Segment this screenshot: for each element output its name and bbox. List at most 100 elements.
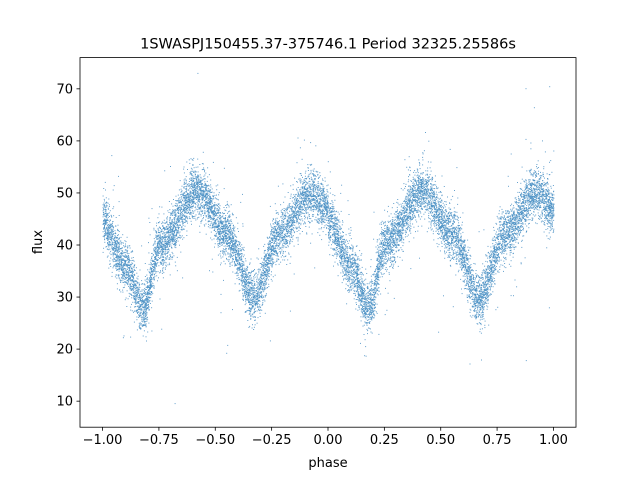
data-point — [155, 231, 157, 233]
data-point — [182, 215, 183, 217]
data-point — [338, 234, 340, 236]
data-point — [238, 243, 240, 245]
data-point — [511, 222, 513, 224]
data-point — [111, 228, 112, 230]
data-point — [161, 250, 163, 252]
data-point — [428, 188, 430, 190]
data-point — [361, 288, 363, 290]
data-point — [301, 202, 302, 204]
data-point — [116, 258, 118, 260]
data-point — [159, 246, 161, 248]
data-point — [102, 251, 104, 253]
data-point — [475, 298, 477, 300]
data-point — [471, 285, 473, 287]
data-point — [279, 251, 281, 253]
data-point — [517, 228, 519, 230]
data-point — [468, 265, 470, 267]
data-point — [133, 266, 135, 268]
data-point — [475, 291, 477, 293]
data-point — [329, 226, 331, 227]
data-point — [177, 200, 179, 202]
data-point — [498, 259, 500, 261]
data-point — [441, 234, 443, 236]
data-point — [365, 309, 367, 311]
data-point — [172, 205, 174, 207]
data-point — [204, 183, 206, 184]
data-point — [397, 240, 399, 242]
data-point — [264, 261, 266, 263]
data-point — [312, 189, 314, 191]
data-point — [193, 216, 195, 218]
data-point — [309, 195, 311, 197]
data-point — [507, 175, 509, 177]
data-point — [266, 273, 268, 275]
data-point — [366, 298, 367, 300]
data-point — [363, 303, 365, 305]
data-point — [359, 282, 361, 284]
data-point — [340, 192, 342, 194]
data-point — [438, 221, 440, 223]
data-point — [535, 186, 537, 188]
data-point — [218, 209, 219, 211]
data-point — [275, 210, 277, 212]
data-point — [469, 273, 471, 275]
data-point — [358, 286, 360, 288]
data-point — [217, 231, 219, 233]
data-point — [194, 171, 196, 173]
data-point — [256, 322, 258, 324]
data-point — [390, 234, 392, 236]
data-point — [144, 289, 146, 291]
data-point — [458, 256, 460, 258]
data-point — [170, 212, 172, 214]
data-point — [509, 222, 511, 224]
data-point — [275, 225, 277, 227]
data-point — [397, 228, 399, 230]
data-point — [169, 235, 171, 237]
data-point — [517, 220, 519, 222]
data-point — [406, 232, 407, 234]
data-point — [134, 273, 136, 275]
data-point — [232, 239, 234, 241]
data-point — [111, 231, 113, 233]
data-point — [409, 207, 411, 209]
data-point — [378, 263, 380, 265]
data-point — [379, 234, 381, 236]
data-point — [520, 231, 522, 233]
data-point — [112, 221, 114, 222]
data-point — [132, 251, 134, 253]
data-point — [444, 250, 445, 252]
data-point — [485, 285, 487, 287]
data-point — [362, 301, 364, 302]
data-point — [373, 284, 375, 286]
data-point — [351, 258, 353, 260]
data-point — [430, 225, 432, 227]
data-point — [355, 299, 357, 300]
data-point — [474, 299, 476, 301]
data-point — [404, 203, 406, 205]
data-point — [433, 202, 435, 203]
data-point — [298, 221, 300, 223]
data-point — [194, 177, 196, 179]
data-point — [132, 283, 133, 285]
data-point — [499, 235, 501, 237]
data-point — [376, 311, 377, 313]
data-point — [399, 229, 401, 231]
data-point — [313, 192, 315, 194]
data-point — [427, 167, 429, 169]
data-point — [246, 265, 248, 267]
data-point — [460, 236, 462, 238]
data-point — [470, 288, 472, 290]
data-point — [441, 218, 443, 220]
data-point — [371, 319, 373, 321]
data-point — [352, 263, 354, 265]
data-point — [537, 181, 539, 183]
data-point — [304, 210, 306, 211]
data-point — [351, 253, 353, 255]
data-point — [245, 274, 247, 276]
data-point — [499, 217, 501, 219]
data-point — [162, 264, 164, 266]
data-point — [171, 223, 173, 225]
data-point — [204, 193, 206, 195]
data-point — [378, 333, 380, 335]
data-point — [341, 259, 343, 261]
